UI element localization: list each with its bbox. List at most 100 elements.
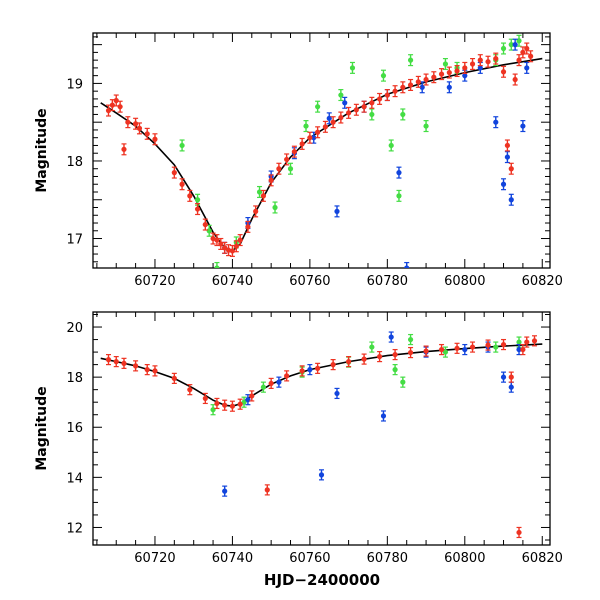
y-tick-label: 14: [66, 471, 83, 486]
red-series: [105, 335, 538, 539]
data-point: [500, 374, 507, 380]
data-point: [380, 73, 387, 79]
data-point: [369, 100, 375, 106]
x-tick-label: 60760: [289, 274, 330, 289]
y-tick-label: 18: [66, 155, 83, 170]
top-panel: 60720 60740 60760 60780 60800 60820 17 18 19 Magn…: [34, 32, 563, 289]
data-point: [524, 339, 530, 345]
data-point: [330, 362, 336, 368]
data-point: [171, 375, 177, 381]
data-point: [330, 119, 336, 125]
y-tick-label: 16: [66, 421, 83, 436]
data-point: [407, 57, 414, 63]
data-point: [376, 353, 383, 360]
data-point: [307, 135, 313, 141]
data-point: [233, 243, 239, 249]
data-point: [380, 413, 387, 419]
x-tick-label: 60800: [444, 551, 485, 566]
data-point: [500, 181, 507, 187]
data-point: [326, 115, 332, 121]
data-point: [419, 84, 425, 90]
green-series: [179, 34, 522, 268]
data-point: [206, 228, 212, 234]
data-point: [516, 346, 522, 353]
red-series: [105, 42, 534, 257]
data-point: [493, 55, 499, 62]
data-point: [187, 387, 193, 393]
data-point: [508, 42, 514, 48]
data-point: [284, 156, 290, 163]
data-point: [520, 123, 526, 129]
data-point: [299, 368, 305, 374]
data-point: [136, 125, 143, 131]
model-curve: [100, 343, 543, 408]
data-point: [214, 400, 220, 407]
data-point: [210, 407, 216, 413]
data-point: [245, 224, 251, 230]
x-tick-label: 60780: [367, 551, 408, 566]
data-point: [133, 121, 139, 127]
data-point: [520, 346, 526, 353]
plot-frame: [92, 311, 551, 546]
y-tick-label: 20: [66, 321, 83, 336]
data-point: [222, 245, 228, 251]
data-point: [423, 123, 429, 129]
data-point: [245, 397, 251, 403]
data-point: [218, 241, 224, 247]
data-point: [342, 100, 348, 106]
data-point: [256, 189, 263, 195]
model-curve: [100, 57, 543, 252]
y-tick-label: 18: [66, 371, 83, 386]
data-point: [462, 73, 468, 79]
data-point: [454, 345, 460, 351]
data-point: [431, 74, 437, 80]
data-point: [179, 142, 185, 149]
data-point: [272, 204, 278, 211]
bottom-panel: 60720 60740 60760 60780 60800 60820 12 14 16 18 20…: [34, 311, 563, 566]
x-tick-label: 60820: [522, 274, 563, 289]
plot-area: [100, 34, 543, 268]
data-point: [222, 402, 228, 408]
data-point: [407, 349, 414, 356]
data-point: [369, 344, 375, 350]
data-point: [508, 374, 514, 380]
data-point: [346, 359, 352, 365]
data-point: [407, 82, 414, 88]
data-point: [454, 68, 460, 74]
data-point: [504, 154, 510, 160]
y-axis-label: Magnitude: [34, 386, 50, 470]
x-tick-label: 60800: [444, 274, 485, 289]
data-point: [315, 129, 321, 135]
x-axis-label: HJD−2400000: [264, 571, 380, 589]
data-point: [477, 65, 483, 71]
data-point: [315, 365, 321, 371]
data-point: [311, 135, 317, 141]
green-series: [210, 333, 522, 416]
data-point: [376, 96, 383, 102]
data-point: [237, 237, 243, 243]
data-point: [222, 488, 228, 494]
data-point: [346, 110, 352, 116]
data-point: [179, 181, 185, 187]
data-point: [307, 367, 313, 373]
data-point: [361, 104, 367, 110]
data-point: [500, 69, 507, 75]
plot-frame: [92, 32, 551, 269]
data-point: [194, 197, 201, 203]
data-point: [276, 166, 282, 172]
data-point: [249, 393, 255, 399]
data-point: [260, 384, 267, 390]
data-point: [291, 149, 297, 155]
data-point: [423, 76, 429, 83]
data-point: [508, 197, 514, 203]
data-point: [493, 119, 499, 125]
data-point: [388, 142, 394, 149]
data-point: [284, 373, 290, 379]
y-tick-label: 12: [66, 521, 83, 536]
data-point: [407, 336, 414, 343]
data-point: [152, 368, 158, 374]
data-point: [121, 146, 127, 152]
data-point: [253, 208, 259, 214]
data-point: [214, 265, 220, 268]
